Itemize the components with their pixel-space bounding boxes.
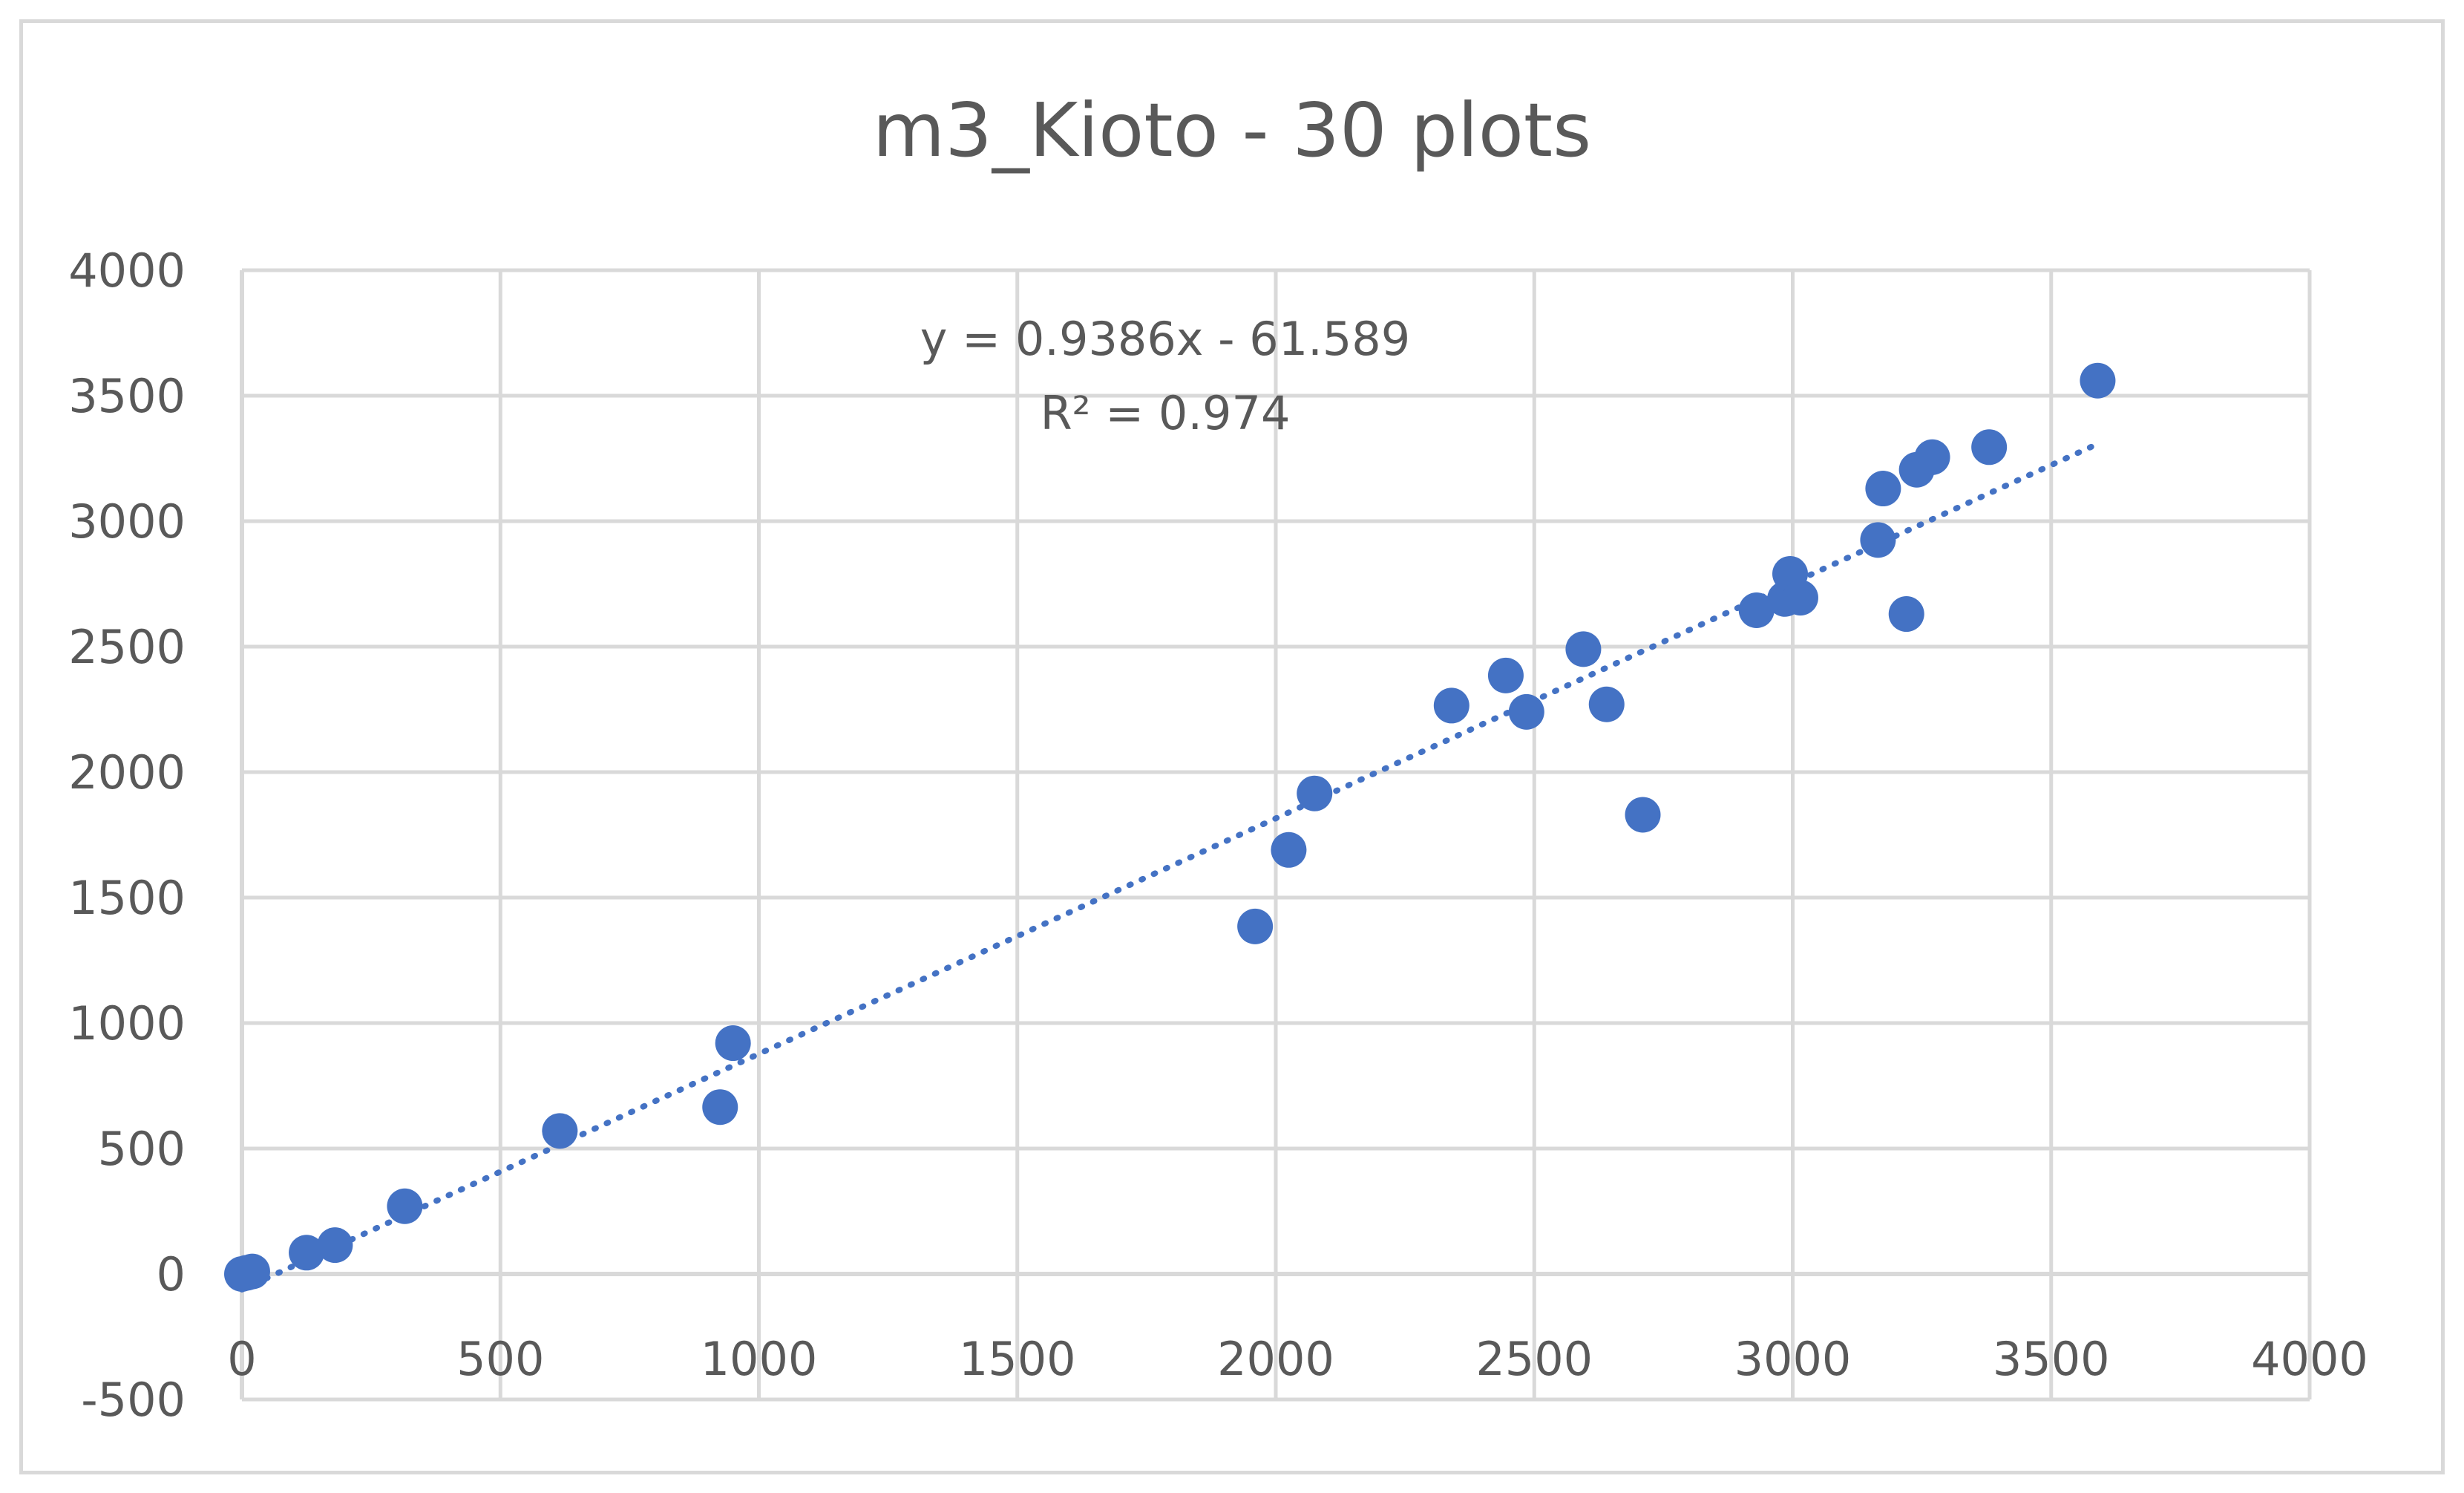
y-tick-label-500: 500	[98, 1122, 186, 1176]
data-point-0-5	[387, 1188, 423, 1224]
y-tick-label-3000: 3000	[68, 494, 186, 549]
data-point-0-15	[1565, 631, 1602, 667]
x-tick-label-500: 500	[456, 1332, 544, 1386]
trendline	[239, 443, 2096, 1293]
gridlines	[242, 268, 2312, 1402]
x-tick-label-1000: 1000	[701, 1332, 818, 1386]
data-point-0-3	[289, 1235, 325, 1271]
data-point-0-9	[1237, 908, 1274, 944]
data-point-0-10	[1271, 832, 1307, 868]
chart-frame	[19, 19, 2445, 1474]
y-tick-label-4000: 4000	[68, 244, 186, 298]
x-tick-label-1500: 1500	[959, 1332, 1076, 1386]
y-tick-label-3500: 3500	[68, 369, 186, 423]
trendline-r-squared: R² = 0.974	[1041, 386, 1291, 440]
x-tick-label-2000: 2000	[1217, 1332, 1334, 1386]
data-point-0-7	[702, 1089, 738, 1126]
x-tick-label-0: 0	[227, 1332, 256, 1386]
x-tick-label-3500: 3500	[1993, 1332, 2110, 1386]
data-point-0-8	[715, 1025, 751, 1062]
y-tick-label-1500: 1500	[68, 871, 186, 925]
y-tick-label-1000: 1000	[68, 996, 186, 1051]
data-point-0-6	[542, 1113, 578, 1149]
data-point-0-12	[1433, 687, 1469, 724]
data-point-0-17	[1625, 797, 1661, 833]
data-point-0-22	[1860, 522, 1896, 558]
data-point-0-26	[1914, 439, 1950, 475]
x-tick-label-4000: 4000	[2251, 1332, 2368, 1386]
data-point-0-11	[1297, 775, 1333, 811]
axes	[240, 270, 2310, 1399]
data-point-0-14	[1508, 693, 1544, 730]
y-tick-label-2000: 2000	[68, 745, 186, 800]
data-point-0-4	[317, 1227, 353, 1264]
y-tick-label-2500: 2500	[68, 620, 186, 674]
y-tick-label-0: 0	[157, 1247, 186, 1301]
x-tick-label-3000: 3000	[1734, 1332, 1852, 1386]
data-point-0-13	[1487, 657, 1524, 693]
data-point-0-27	[1971, 429, 2008, 465]
data-point-0-23	[1865, 471, 1901, 507]
x-tick-label-2500: 2500	[1475, 1332, 1593, 1386]
data-point-0-18	[1738, 592, 1775, 628]
data-point-0-24	[1888, 596, 1924, 633]
trendline-line	[239, 443, 2096, 1293]
data-point-0-28	[2080, 362, 2116, 399]
data-point-0-16	[1588, 686, 1625, 722]
y-tick-label--500: -500	[81, 1373, 186, 1427]
tick-labels: 0 500 1000 1500 2000 2500 3000 3500 4000 -500 0 500…	[68, 244, 2368, 1427]
data-points	[224, 362, 2116, 1292]
trendline-equation: y = 0.9386x - 61.589	[920, 312, 1410, 366]
data-point-0-2	[234, 1253, 270, 1290]
chart-title: m3_Kioto - 30 plots	[873, 87, 1591, 174]
data-point-0-21	[1782, 580, 1818, 616]
